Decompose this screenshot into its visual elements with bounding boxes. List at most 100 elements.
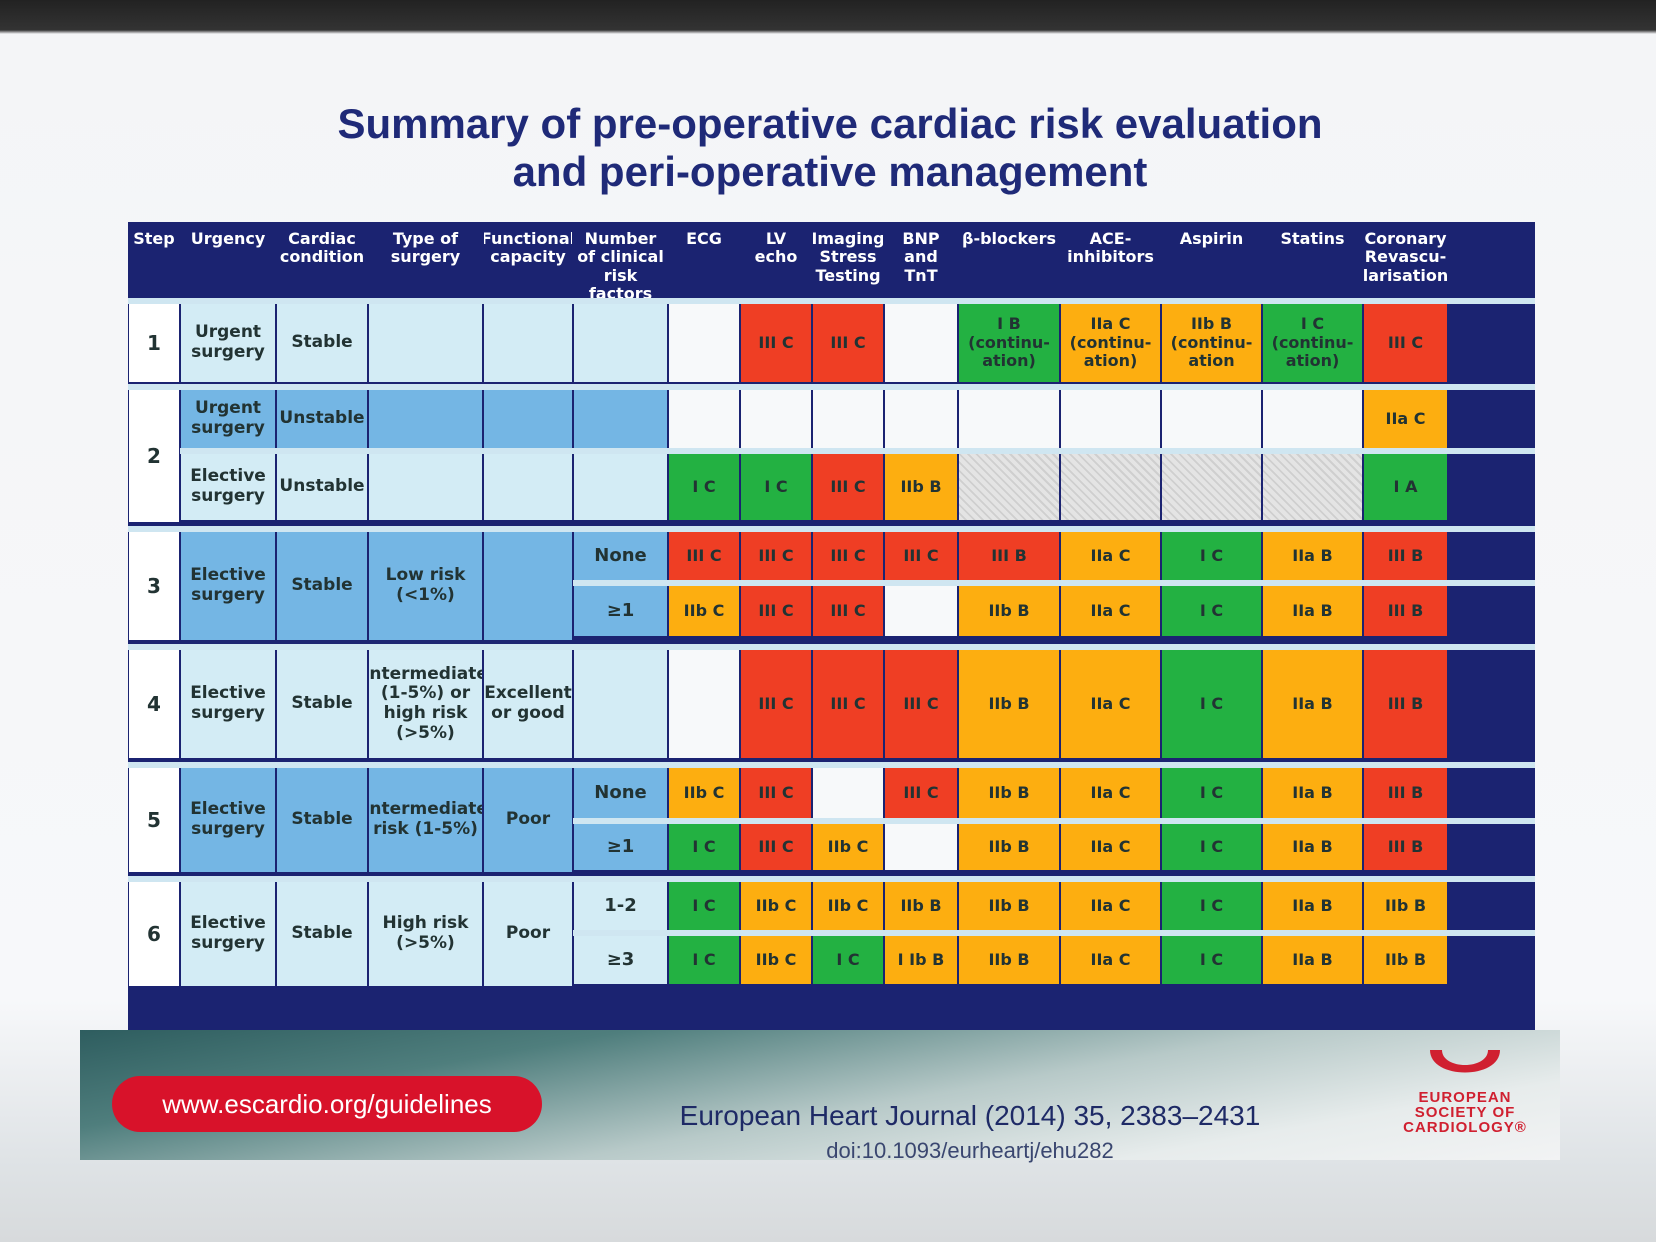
recommendation-cell: IIa B: [1263, 882, 1362, 930]
column-header: Type of surgery: [369, 222, 482, 298]
functional-capacity-cell: [484, 532, 572, 640]
recommendation-cell: III C: [741, 586, 811, 636]
doi-reference: doi:10.1093/eurheartj/ehu282: [826, 1138, 1114, 1163]
recommendation-cell: IIa C: [1061, 824, 1160, 870]
recommendation-cell: III B: [1364, 824, 1447, 870]
type-of-surgery-cell: [369, 304, 482, 382]
subrow-separator: [180, 448, 1535, 454]
recommendation-cell: IIb B: [885, 454, 957, 520]
cardiac-condition-cell: Stable: [277, 650, 367, 758]
recommendation-cell: [1061, 390, 1160, 448]
recommendation-cell: I C: [741, 454, 811, 520]
recommendation-cell: [1061, 454, 1160, 520]
recommendation-cell: I C: [1162, 768, 1261, 818]
type-of-surgery-cell: High risk (>5%): [369, 882, 482, 986]
recommendation-cell: I C: [669, 936, 739, 984]
risk-factors-cell: ≥1: [574, 824, 667, 870]
risk-factors-cell: None: [574, 768, 667, 818]
recommendation-cell: IIb C: [741, 882, 811, 930]
recommendation-cell: [959, 390, 1059, 448]
recommendation-cell: IIb B: [1364, 936, 1447, 984]
functional-capacity-cell: Excellent or good: [484, 650, 572, 758]
recommendation-cell: III B: [1364, 768, 1447, 818]
urgency-cell: Elective surgery: [181, 882, 275, 986]
column-header: Number of clinical risk factors: [574, 222, 667, 298]
recommendation-cell: I C: [813, 936, 883, 984]
recommendation-cell: I C: [1162, 936, 1261, 984]
recommendation-cell: III C: [813, 532, 883, 580]
column-header: BNP and TnT: [885, 222, 957, 298]
recommendation-cell: IIa B: [1263, 532, 1362, 580]
recommendation-cell: [1162, 390, 1261, 448]
risk-factors-cell: [574, 304, 667, 382]
row-separator: [128, 876, 1535, 882]
esc-heart-logo-icon: [1430, 1050, 1500, 1073]
column-header: Functional capacity: [484, 222, 572, 298]
recommendation-cell: I C: [1162, 882, 1261, 930]
cardiac-condition-cell: Unstable: [277, 390, 367, 448]
title-line-1: Summary of pre-operative cardiac risk ev…: [337, 100, 1323, 147]
recommendation-cell: [885, 304, 957, 382]
journal-citation: European Heart Journal (2014) 35, 2383–2…: [679, 1100, 1261, 1131]
recommendation-cell: III C: [813, 304, 883, 382]
recommendation-cell: III C: [669, 532, 739, 580]
recommendation-cell: [885, 824, 957, 870]
recommendation-cell: III C: [741, 650, 811, 758]
recommendation-cell: IIb B: [885, 882, 957, 930]
column-header: Cardiac condition: [277, 222, 367, 298]
recommendation-cell: III C: [813, 586, 883, 636]
esc-logo-text: EUROPEAN SOCIETY OF CARDIOLOGY®: [1403, 1089, 1527, 1136]
recommendation-cell: [813, 390, 883, 448]
risk-factors-cell: [574, 650, 667, 758]
guidelines-url-link[interactable]: www.escardio.org/guidelines: [112, 1076, 542, 1132]
column-header: β-blockers: [959, 222, 1059, 298]
recommendation-cell: I Ib B: [885, 936, 957, 984]
cardiac-condition-cell: Stable: [277, 532, 367, 640]
recommendation-cell: [885, 390, 957, 448]
recommendation-cell: IIb B: [959, 586, 1059, 636]
recommendation-cell: [669, 650, 739, 758]
recommendation-cell: IIb B: [959, 768, 1059, 818]
urgency-cell: Elective surgery: [181, 454, 275, 520]
urgency-cell: Urgent surgery: [181, 304, 275, 382]
step-number: 1: [129, 304, 179, 382]
recommendation-cell: IIa C: [1061, 936, 1160, 984]
recommendation-cell: I C: [669, 824, 739, 870]
recommendation-cell: IIa C: [1364, 390, 1447, 448]
title-line-2: and peri-operative management: [512, 148, 1148, 195]
functional-capacity-cell: [484, 390, 572, 448]
recommendation-cell: IIa B: [1263, 650, 1362, 758]
recommendation-cell: III B: [1364, 532, 1447, 580]
recommendation-cell: III B: [1364, 650, 1447, 758]
column-header: ACE-inhibitors: [1061, 222, 1160, 298]
risk-factors-cell: ≥3: [574, 936, 667, 984]
column-header: ECG: [669, 222, 739, 298]
functional-capacity-cell: [484, 454, 572, 520]
functional-capacity-cell: [484, 304, 572, 382]
recommendation-cell: IIb B: [959, 824, 1059, 870]
recommendation-cell: III C: [885, 768, 957, 818]
risk-factors-cell: 1-2: [574, 882, 667, 930]
recommendation-cell: [669, 304, 739, 382]
type-of-surgery-cell: [369, 390, 482, 448]
recommendation-cell: III C: [1364, 304, 1447, 382]
recommendation-cell: [669, 390, 739, 448]
recommendation-cell: IIa C: [1061, 586, 1160, 636]
recommendation-cell: [1162, 454, 1261, 520]
subrow-separator: [573, 580, 1535, 586]
urgency-cell: Elective surgery: [181, 768, 275, 872]
urgency-cell: Elective surgery: [181, 532, 275, 640]
recommendation-cell: III B: [1364, 586, 1447, 636]
recommendation-cell: IIa C (continu-ation): [1061, 304, 1160, 382]
recommendation-cell: IIb B (continu-ation: [1162, 304, 1261, 382]
recommendation-cell: III C: [741, 532, 811, 580]
recommendation-cell: I C: [1162, 532, 1261, 580]
recommendation-cell: IIa C: [1061, 882, 1160, 930]
recommendation-cell: III C: [813, 650, 883, 758]
recommendation-cell: IIb C: [669, 768, 739, 818]
step-number: 2: [129, 390, 179, 522]
recommendation-cell: III C: [741, 304, 811, 382]
column-header: Urgency: [181, 222, 275, 298]
row-separator: [128, 644, 1535, 650]
slide-title: Summary of pre-operative cardiac risk ev…: [160, 100, 1500, 196]
